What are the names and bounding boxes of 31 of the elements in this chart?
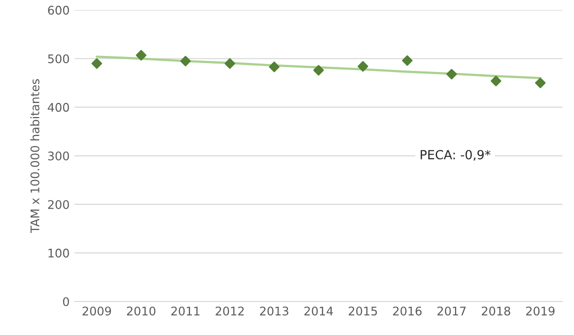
point: [535, 78, 546, 88]
point: [490, 76, 502, 86]
point: [268, 62, 280, 72]
x-tick-label: 2019: [526, 306, 555, 316]
y-tick-label: 200: [48, 200, 69, 210]
point: [358, 61, 368, 72]
y-tick-label: 600: [48, 6, 69, 15]
x-tick-label: 2014: [304, 306, 333, 316]
x-tick-label: 2010: [126, 306, 156, 316]
point: [224, 58, 236, 69]
point: [313, 64, 324, 76]
y-tick-label: 500: [48, 54, 69, 64]
x-tick-label: 2018: [482, 306, 510, 316]
x-tick-label: 2016: [393, 306, 422, 316]
y-tick-label: 300: [48, 152, 69, 160]
x-tick-label: 2011: [171, 306, 200, 316]
x-tick-label: 2017: [437, 306, 466, 316]
point: [91, 58, 102, 69]
x-tick-label: 2009: [82, 306, 111, 316]
y-tick-label: 400: [48, 102, 69, 112]
y-tick-label: 0: [63, 297, 69, 306]
x-tick-label: 2015: [348, 306, 377, 316]
point: [180, 56, 191, 66]
point: [446, 68, 457, 80]
point: [402, 55, 413, 66]
annotation: PECA: -0,9*: [420, 150, 490, 161]
x-tick-label: 2013: [260, 306, 288, 316]
x-tick-label: 2012: [216, 306, 244, 316]
y-axis-title: TAM x 100.000 habitantes: [30, 79, 40, 234]
point: [136, 50, 146, 61]
y-tick-label: 100: [48, 248, 69, 258]
